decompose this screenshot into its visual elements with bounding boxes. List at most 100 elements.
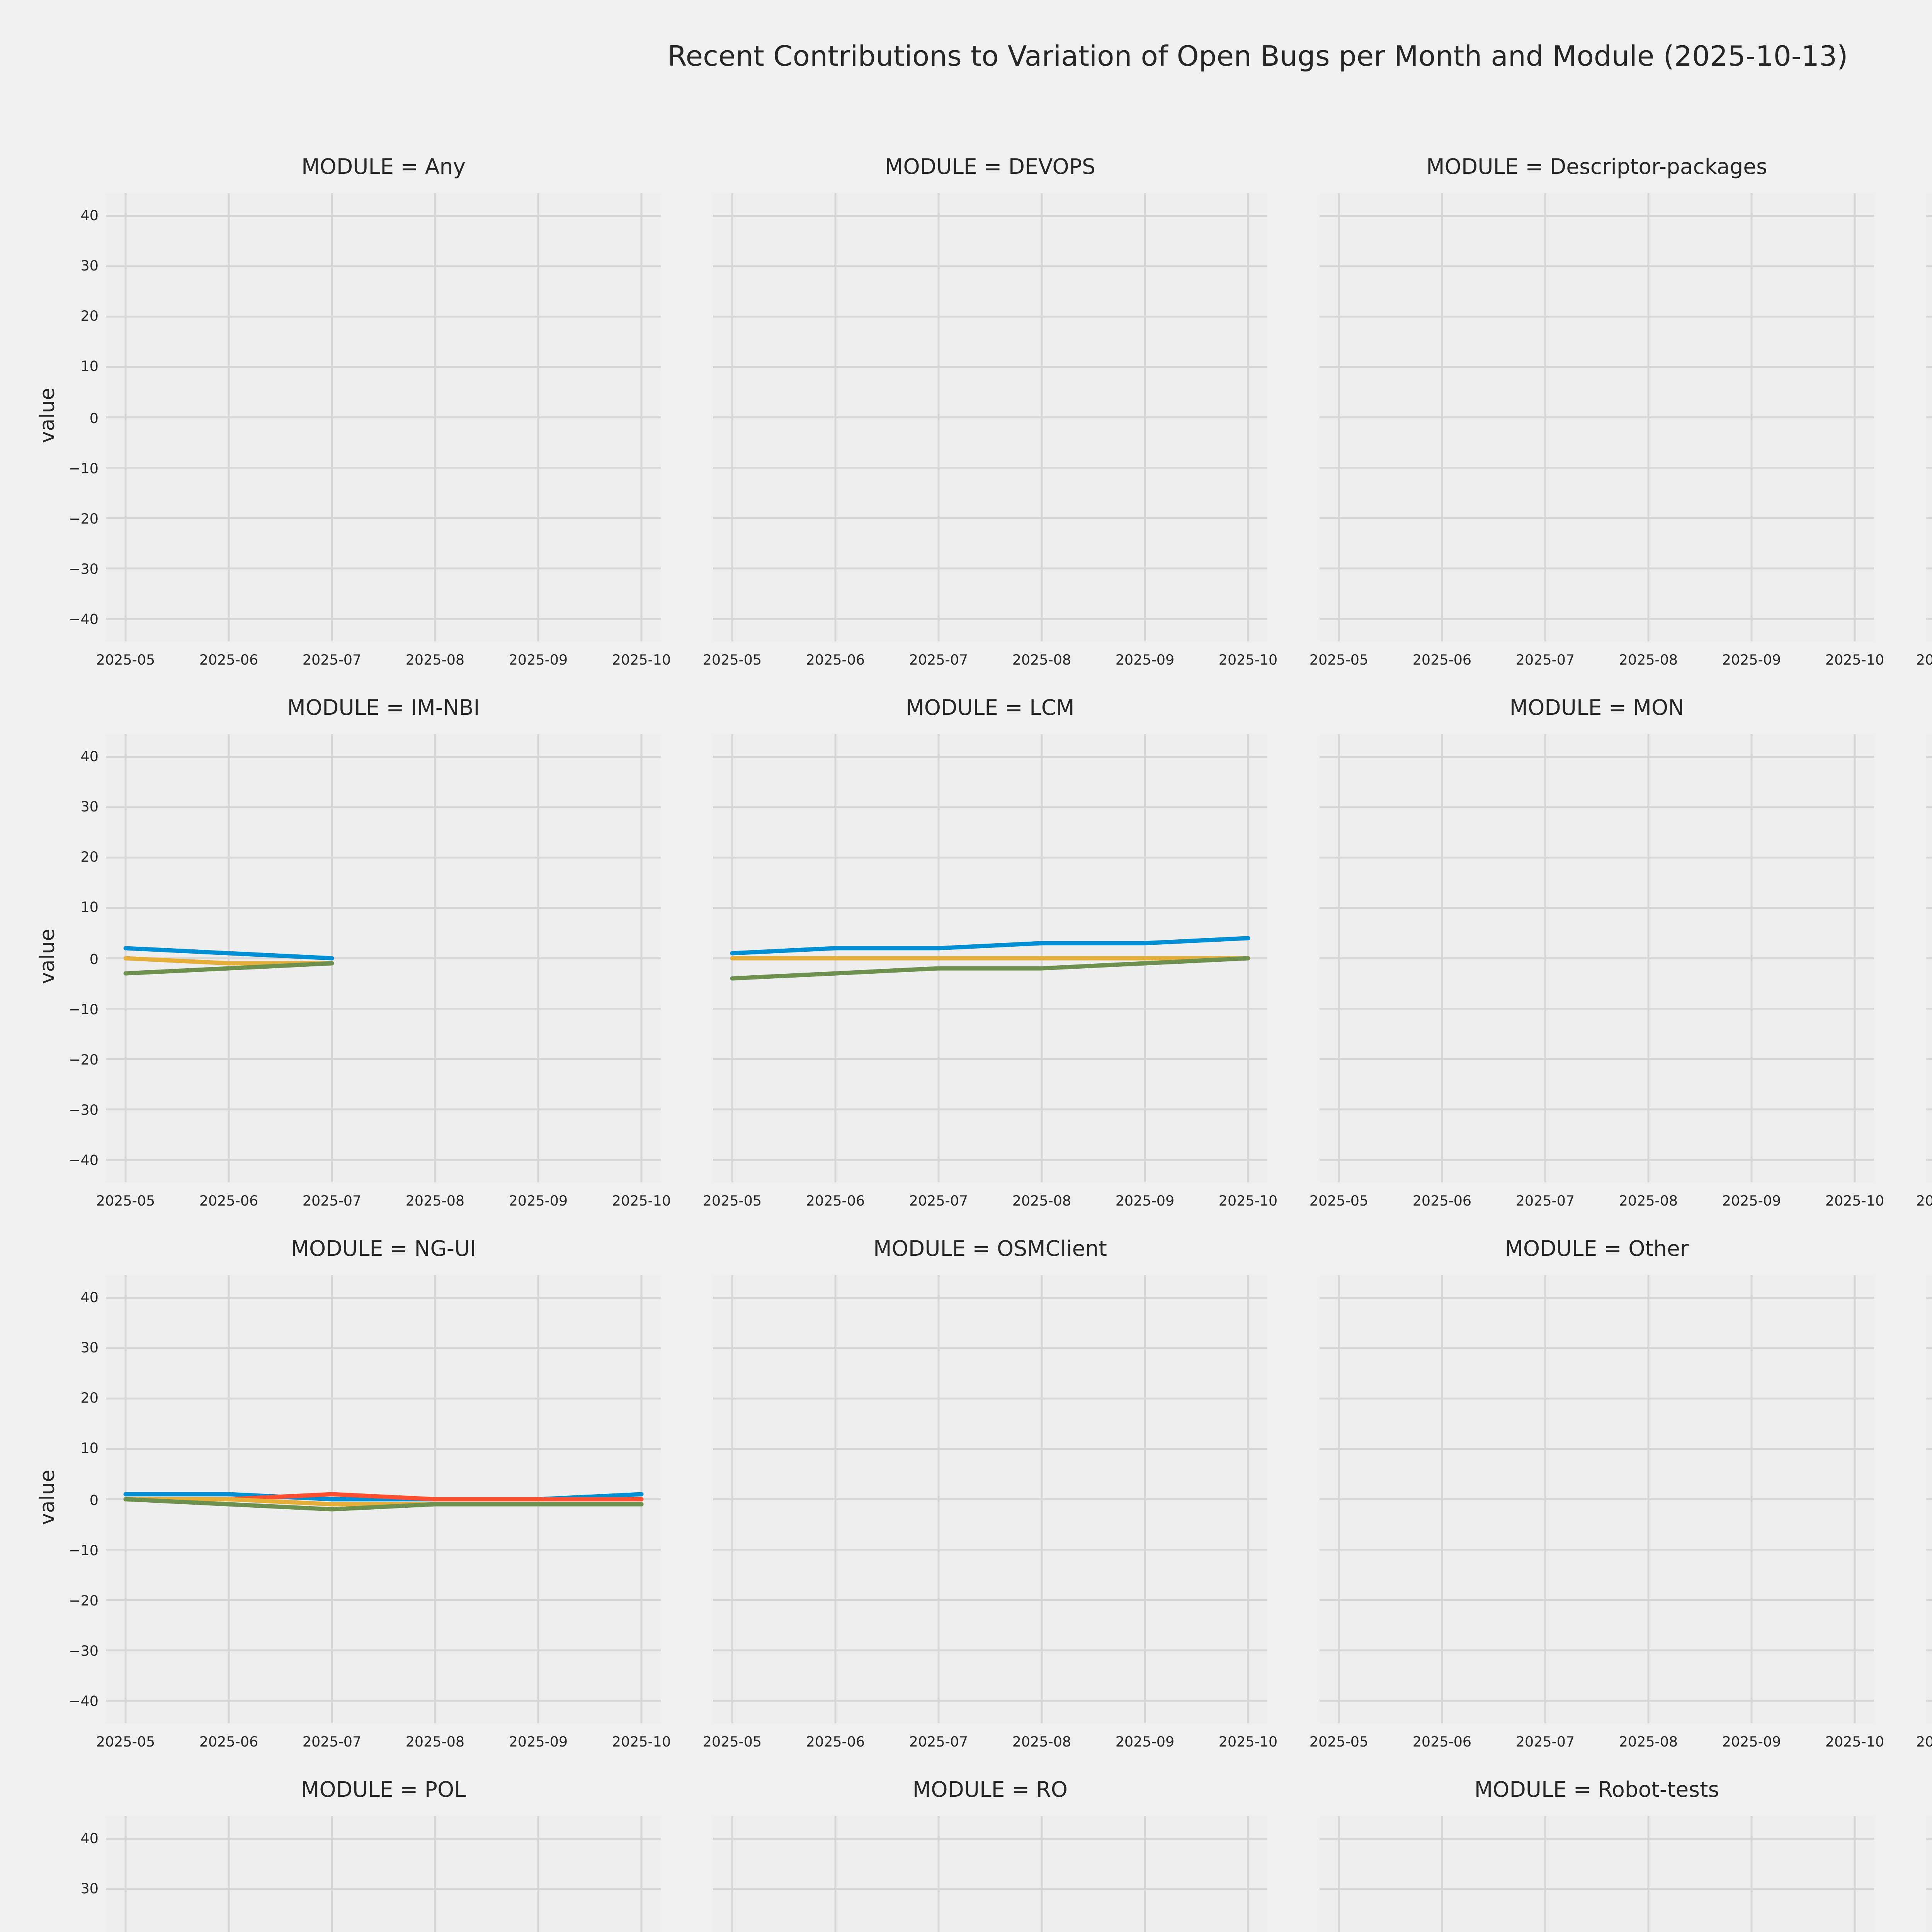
facet-RO: MODULE = RO2025-052025-062025-072025-082…	[713, 1777, 1267, 1932]
x-tick-label: 2025-05	[96, 1733, 155, 1750]
plot-background	[1320, 1816, 1874, 1932]
x-tick-label: 2025-10	[1825, 1733, 1884, 1750]
x-tick-label: 2025-08	[405, 1192, 465, 1209]
plot-area	[1926, 193, 1932, 641]
y-tick-label: 30	[80, 1339, 99, 1357]
x-tick-label: 2025-05	[96, 1192, 155, 1209]
facet-title: MODULE = Any	[301, 155, 466, 180]
x-tick-label: 2025-10	[1218, 1192, 1278, 1209]
x-tick-label: 2025-06	[1412, 651, 1472, 668]
facet-Documentation / Wiki: MODULE = Documentation / Wiki2025-052025…	[1916, 155, 1932, 699]
x-tick-label: 2025-07	[1515, 1733, 1575, 1750]
facet-title: MODULE = Documentation / Wiki	[1926, 155, 1932, 180]
facet-Robot-tests: MODULE = Robot-tests2025-052025-062025-0…	[1320, 1777, 1874, 1932]
facet-title: MODULE = POL	[301, 1777, 466, 1803]
series-line-opened	[123, 946, 334, 961]
plot-area	[713, 1816, 1267, 1932]
plot-area	[1926, 1816, 1932, 1932]
x-tick-label: 2025-09	[1115, 651, 1175, 668]
x-tick-label: 2025-08	[405, 1733, 465, 1750]
y-tick-label: 0	[89, 1490, 99, 1508]
y-tick-label: 40	[80, 207, 99, 225]
facet-title: MODULE = LCM	[906, 696, 1075, 721]
facet-title: MODULE = OSMClient	[873, 1236, 1107, 1262]
x-tick-label: 2025-06	[806, 651, 865, 668]
x-tick-label: 2025-09	[1722, 651, 1781, 668]
x-tick-label: 2025-08	[1012, 1733, 1071, 1750]
plot-area	[106, 1816, 661, 1932]
facet-NG-UI: MODULE = NG-UI 2025-05 2025-06 2025-07 2025-…	[37, 1236, 671, 1781]
x-tick-label: 2025-06	[1412, 1192, 1472, 1209]
y-tick-label: −20	[68, 509, 99, 527]
y-tick-label: 40	[80, 1830, 99, 1848]
y-tick-label: −40	[68, 1151, 99, 1168]
facet-title: MODULE = NG-UI	[291, 1236, 476, 1262]
x-tick-label: 2025-08	[1012, 1192, 1071, 1209]
x-tick-label: 2025-09	[1115, 1733, 1175, 1750]
series-line-closed	[123, 961, 334, 976]
x-tick-label: 2025-10	[1218, 651, 1278, 668]
x-tick-label: 2025-07	[1515, 1192, 1575, 1209]
y-tick-label: −20	[68, 1591, 99, 1609]
x-tick-label: 2025-06	[1412, 1733, 1472, 1750]
x-tick-label: 2025-05	[1309, 651, 1369, 668]
facet-title: MODULE = RO	[912, 1777, 1068, 1803]
x-tick-label: 2025-07	[302, 1733, 362, 1750]
x-tick-label: 2025-10	[612, 651, 671, 668]
facet-DEVOPS: MODULE = DEVOPS 2025-05 2025-06 2025-07 2025…	[703, 155, 1278, 699]
y-tick-label: 30	[80, 1880, 99, 1898]
y-tick-label: 20	[80, 308, 99, 325]
facet-IM-NBI: MODULE = IM-NBI 2025-05 2025-06 2025-07 2025…	[37, 696, 671, 1240]
x-tick-label: 2025-06	[199, 1733, 259, 1750]
plot-area	[106, 193, 661, 641]
x-tick-label: 2025-07	[302, 651, 362, 668]
plot-area	[106, 734, 661, 1182]
y-axis-label: value	[37, 388, 60, 443]
plot-area	[1926, 1275, 1932, 1723]
x-tick-label: 2025-10	[1218, 1733, 1278, 1750]
x-tick-label: 2025-10	[612, 1192, 671, 1209]
x-tick-label: 2025-09	[509, 651, 568, 668]
facet-PLA: MODULE = PLA2025-052025-062025-072025-08…	[1916, 1236, 1932, 1781]
facet-MON: MODULE = MON 2025-05 2025-06 2025-07 2025-08…	[1310, 696, 1884, 1240]
plot-area	[713, 1275, 1267, 1723]
y-tick-label: 20	[80, 849, 99, 866]
facet-title: MODULE = Other	[1505, 1236, 1689, 1262]
x-tick-label: 2025-05	[1916, 651, 1932, 668]
x-tick-label: 2025-09	[509, 1733, 568, 1750]
series-line-closed	[730, 956, 1250, 981]
series-line-closed	[123, 1497, 644, 1512]
x-tick-label: 2025-06	[806, 1192, 865, 1209]
x-tick-label: 2025-07	[909, 651, 968, 668]
x-tick-label: 2025-07	[909, 1733, 968, 1750]
x-tick-label: 2025-09	[1722, 1733, 1781, 1750]
y-axis-label: value	[37, 1469, 60, 1525]
plot-area	[713, 734, 1267, 1182]
y-tick-label: 20	[17, 1931, 99, 1932]
x-tick-label: 2025-09	[1722, 1192, 1781, 1209]
x-tick-label: 2025-10	[1825, 1192, 1884, 1209]
y-tick-label: 10	[80, 1440, 99, 1458]
x-tick-label: 2025-08	[1012, 651, 1071, 668]
facet-N2VC: MODULE = N2VC2025-052025-062025-072025-0…	[1916, 696, 1932, 1240]
y-tick-label: 40	[80, 1289, 99, 1307]
y-tick-label: −10	[68, 1000, 99, 1017]
y-tick-label: −10	[68, 459, 99, 476]
y-tick-label: −40	[68, 1692, 99, 1709]
y-tick-label: −10	[68, 1541, 99, 1558]
plot-area	[1320, 1816, 1874, 1932]
facet-title: MODULE = Descriptor-packages	[1426, 155, 1767, 180]
plot-area	[713, 193, 1267, 641]
y-tick-label: 40	[80, 748, 99, 766]
x-tick-label: 2025-06	[806, 1733, 865, 1750]
x-tick-label: 2025-10	[1825, 651, 1884, 668]
plot-background	[713, 1816, 1267, 1932]
facet-title: MODULE = DEVOPS	[885, 155, 1095, 180]
facet-title: MODULE = Unknown	[1926, 1777, 1932, 1803]
facet-title: MODULE = IM-NBI	[287, 696, 480, 721]
x-tick-label: 2025-05	[1916, 1192, 1932, 1209]
x-tick-label: 2025-05	[702, 1192, 762, 1209]
y-tick-label: 0	[89, 949, 99, 967]
plot-area	[1926, 734, 1932, 1182]
